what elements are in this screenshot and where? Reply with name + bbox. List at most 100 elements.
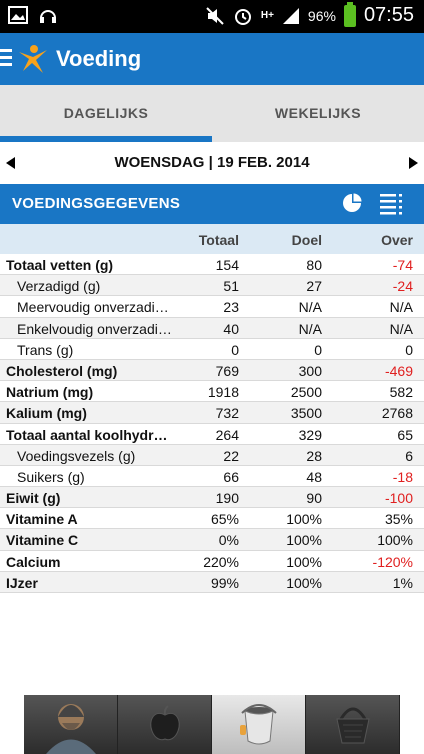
row-label: Meervoudig onverzadi… — [17, 299, 169, 316]
table-row: Natrium (mg) 1918 2500 582 — [0, 381, 424, 403]
table-row: Voedingsvezels (g) 22 28 6 — [0, 444, 424, 466]
cell-doel: 80 — [306, 257, 322, 273]
app-title: Voeding — [56, 46, 142, 71]
row-label: Kalium (mg) — [6, 405, 87, 422]
battery-percentage: 96% — [307, 7, 336, 24]
cell-over: 100% — [377, 532, 413, 549]
cell-doel: 100% — [286, 532, 322, 549]
cell-over: 1% — [392, 574, 413, 591]
table-row: Totaal aantal koolhydrat… 264 329 65 — [0, 424, 424, 445]
cell-totaal: 23 — [223, 299, 239, 316]
tab-wekelijks[interactable]: WEKELIJKS — [274, 105, 362, 121]
table-row: Kalium (mg) 732 3500 2768 — [0, 402, 424, 424]
list-icon[interactable] — [380, 193, 404, 215]
row-label: Totaal vetten (g) — [6, 257, 114, 273]
cell-totaal: 51 — [223, 278, 239, 295]
cell-totaal: 154 — [215, 257, 239, 273]
cell-over: 0 — [405, 341, 413, 358]
cell-totaal: 0% — [218, 532, 239, 549]
date-navigator: WOENSDAG | 19 FEB. 2014 — [0, 142, 424, 184]
cell-doel: 300 — [298, 362, 322, 379]
image-icon — [8, 6, 28, 24]
tab-bar: DAGELIJKS WEKELIJKS — [0, 85, 424, 142]
pie-chart-icon[interactable] — [342, 193, 362, 213]
cell-doel: 329 — [298, 426, 322, 443]
previous-day-icon[interactable] — [6, 157, 15, 169]
nav-food-button[interactable] — [118, 695, 212, 754]
cell-over: -120% — [372, 553, 413, 570]
cell-doel: 2500 — [290, 384, 322, 401]
bottom-navigation — [24, 695, 400, 754]
cell-over: -100 — [384, 490, 413, 507]
cell-over: -24 — [392, 278, 413, 295]
status-bar: H+ 96% 07:55 — [0, 0, 424, 33]
cell-over: N/A — [389, 320, 413, 337]
cell-totaal: 264 — [215, 426, 239, 443]
cell-doel: 100% — [286, 511, 322, 528]
headphones-icon — [40, 10, 56, 23]
cell-over: 65 — [397, 426, 413, 443]
table-row: Cholesterol (mg) 769 300 -469 — [0, 359, 424, 382]
date-label: WOENSDAG | 19 FEB. 2014 — [114, 154, 310, 171]
nav-profile-button[interactable] — [24, 695, 118, 754]
table-row: Enkelvoudig onverzadi… 40 N/A N/A — [0, 317, 424, 339]
cell-totaal: 40 — [223, 320, 239, 337]
row-label: Calcium — [6, 553, 61, 570]
cell-doel: 27 — [306, 278, 322, 295]
app-logo-icon[interactable] — [17, 44, 49, 74]
menu-icon[interactable] — [0, 49, 12, 67]
row-label: Eiwit (g) — [6, 490, 61, 507]
cell-over: -18 — [392, 468, 413, 485]
cell-totaal: 99% — [210, 574, 239, 591]
nutrition-table: Totaal vetten (g) 154 80 -74 Verzadigd (g) 51… — [0, 254, 424, 593]
cell-totaal: 190 — [215, 490, 239, 507]
cell-doel: 48 — [306, 468, 322, 485]
cell-over: 2768 — [381, 405, 413, 422]
table-row: Vitamine C 0% 100% 100% — [0, 529, 424, 551]
clock: 07:55 — [363, 4, 414, 26]
mute-icon — [206, 6, 224, 25]
row-label: Enkelvoudig onverzadi… — [17, 320, 172, 337]
table-row: IJzer 99% 100% 1% — [0, 571, 424, 593]
cell-totaal: 220% — [203, 553, 239, 570]
cell-totaal: 0 — [231, 341, 239, 358]
column-header-doel: Doel — [291, 232, 322, 248]
row-label: Vitamine C — [6, 532, 79, 549]
cell-totaal: 22 — [223, 447, 239, 464]
cell-totaal: 769 — [215, 362, 239, 379]
battery-icon — [343, 1, 356, 27]
tab-dagelijks[interactable]: DAGELIJKS — [63, 105, 149, 121]
nav-basket-button[interactable] — [306, 695, 400, 754]
table-header: Totaal Doel Over — [0, 224, 424, 254]
row-label: Natrium (mg) — [6, 384, 94, 401]
cell-doel: 28 — [306, 447, 322, 464]
action-bar: Voeding — [0, 33, 424, 85]
cell-doel: N/A — [298, 320, 322, 337]
row-label: Suikers (g) — [17, 468, 85, 485]
row-label: Trans (g) — [17, 341, 74, 358]
alarm-icon — [234, 8, 251, 25]
cell-doel: 3500 — [290, 405, 322, 422]
profile-character-icon — [46, 704, 96, 754]
cell-totaal: 66 — [223, 468, 239, 485]
next-day-icon[interactable] — [409, 157, 418, 169]
cell-over: 6 — [405, 447, 413, 464]
active-tab-indicator — [0, 136, 212, 142]
table-row: Totaal vetten (g) 154 80 -74 — [0, 254, 424, 276]
cell-over: 35% — [384, 511, 413, 528]
cell-over: 582 — [389, 384, 413, 401]
row-label: IJzer — [6, 574, 38, 591]
table-row: Vitamine A 65% 100% 35% — [0, 508, 424, 530]
table-row: Meervoudig onverzadi… 23 N/A N/A — [0, 296, 424, 318]
basket-icon — [336, 707, 370, 744]
cell-doel: 100% — [286, 574, 322, 591]
column-header-over: Over — [381, 232, 413, 248]
cell-over: -74 — [392, 257, 413, 273]
bucket-icon — [240, 704, 277, 745]
cell-totaal: 1918 — [207, 384, 239, 401]
row-label: Voedingsvezels (g) — [17, 447, 136, 464]
row-label: Verzadigd (g) — [17, 278, 101, 295]
nav-bucket-button[interactable] — [212, 695, 306, 754]
cell-doel: 90 — [306, 490, 322, 507]
cell-doel: 100% — [286, 553, 322, 570]
